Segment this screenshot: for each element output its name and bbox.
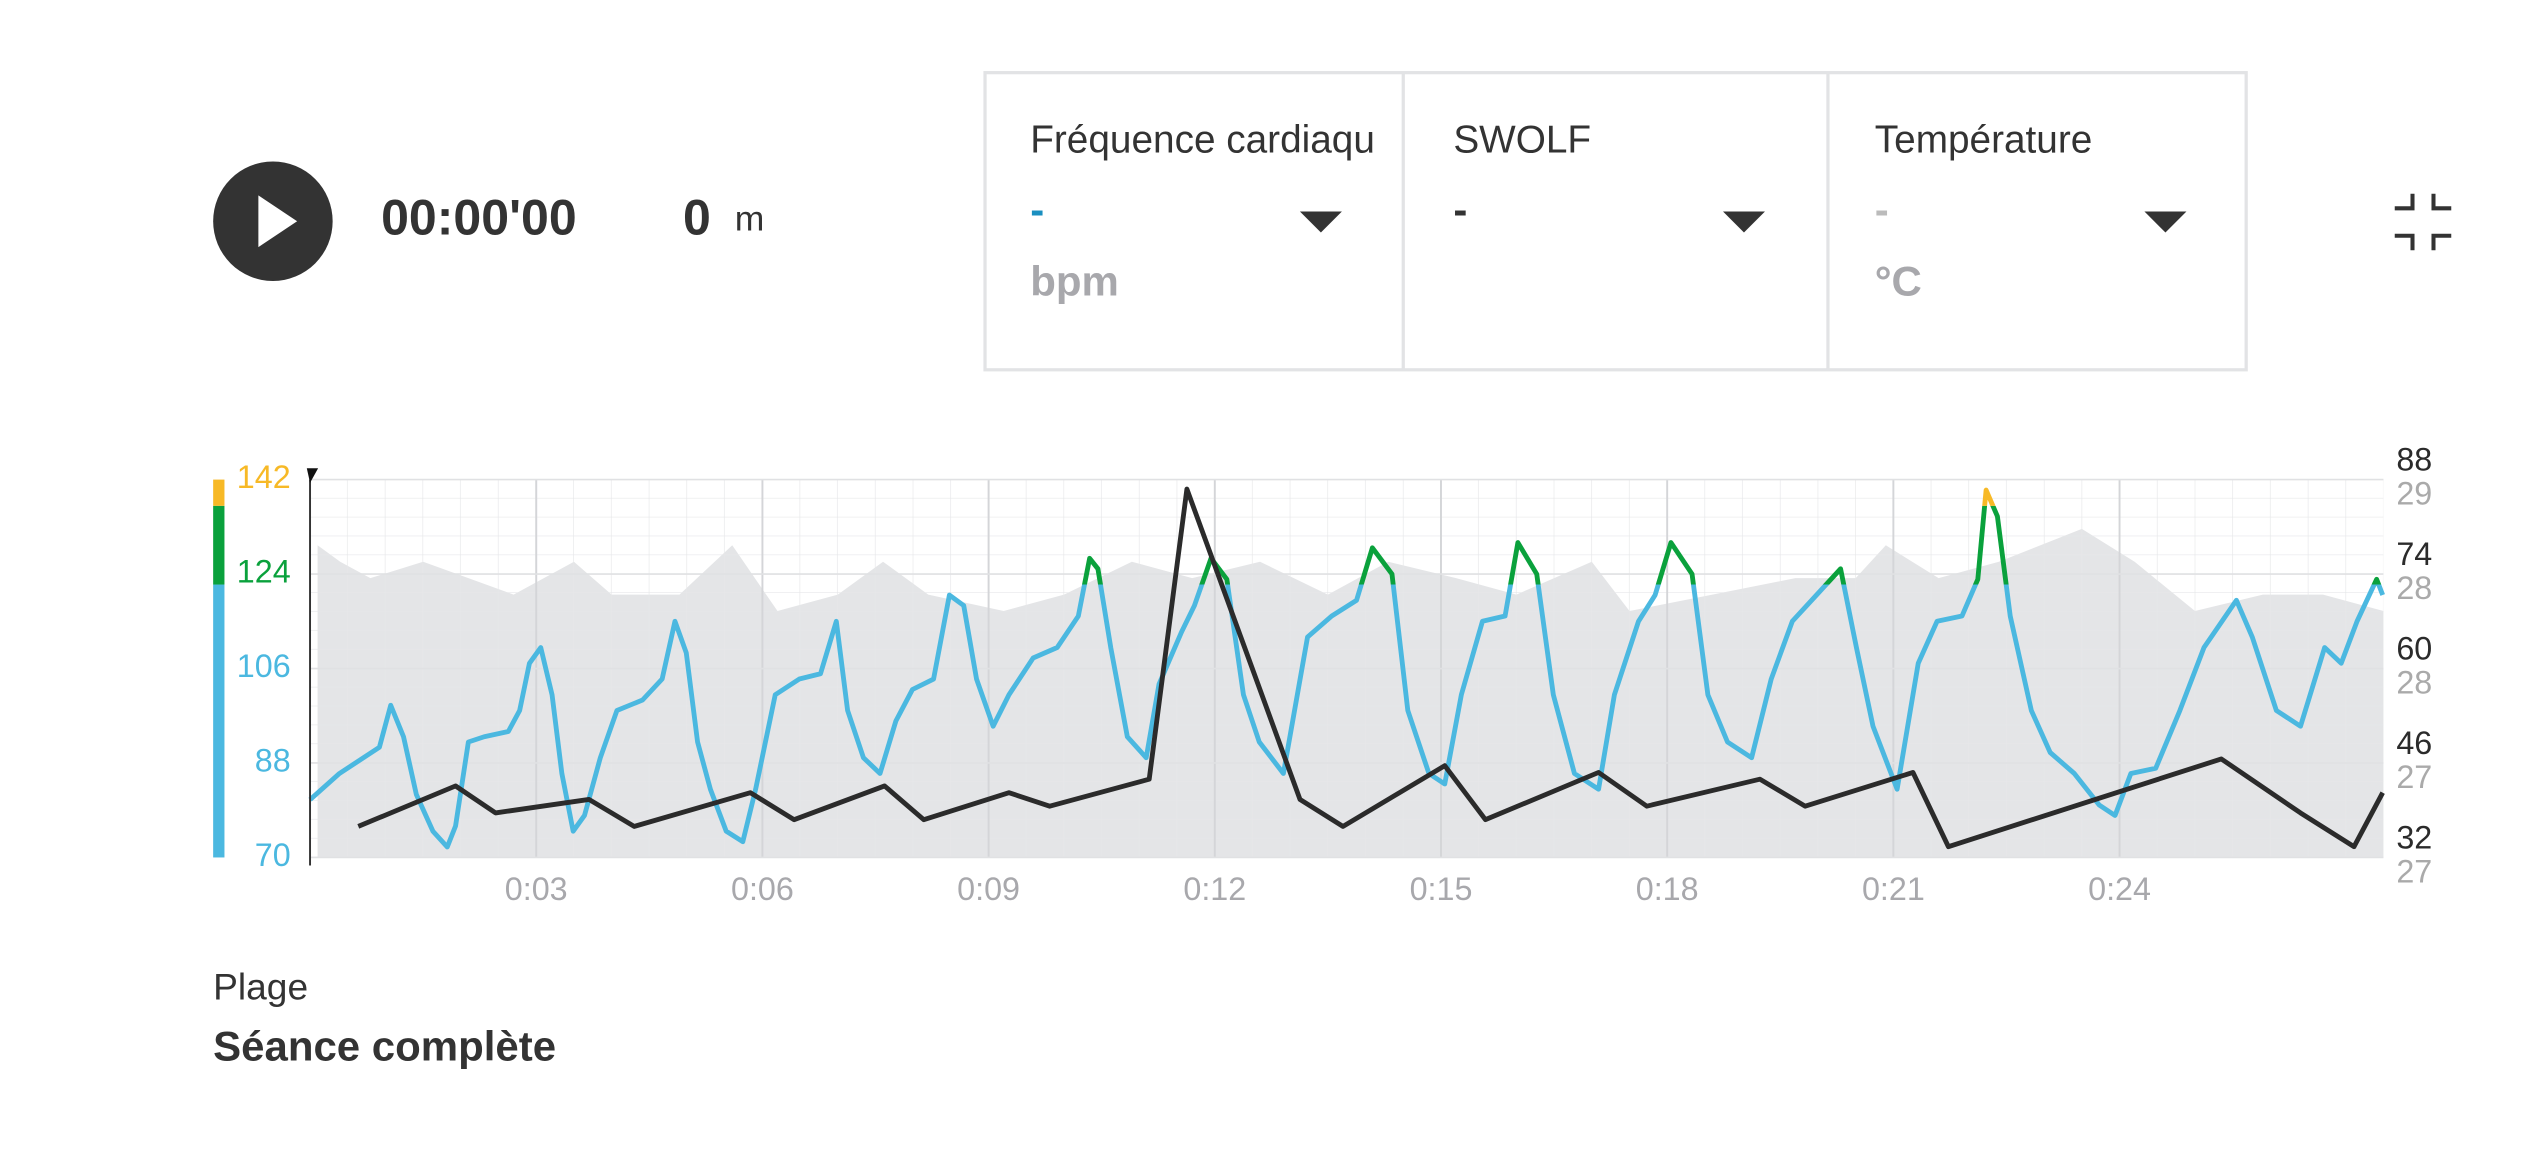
y2-tick-label: 74 xyxy=(2396,536,2432,572)
range-value: Séance complète xyxy=(213,1023,556,1070)
x-tick-label: 0:09 xyxy=(957,871,1020,907)
metric-label: Fréquence cardiaqu xyxy=(1030,118,1375,161)
exit-fullscreen-icon[interactable] xyxy=(2394,193,2452,251)
y2-tick-label: 60 xyxy=(2396,631,2432,667)
metric-unit: bpm xyxy=(1030,257,1119,304)
y-tick-label: 70 xyxy=(255,837,291,873)
distance-unit: m xyxy=(735,199,765,239)
range-label: Plage xyxy=(213,966,308,1008)
heart-rate-line xyxy=(308,584,2385,850)
x-tick-label: 0:15 xyxy=(1410,871,1473,907)
y2-tick-label: 32 xyxy=(2396,819,2432,855)
x-tick-label: 0:03 xyxy=(505,871,568,907)
y-tick-label: 88 xyxy=(255,743,291,779)
zone-bar xyxy=(213,479,225,506)
y3-tick-label: 28 xyxy=(2396,570,2432,606)
metric-label: SWOLF xyxy=(1453,118,1591,161)
metrics-panel xyxy=(983,71,2248,372)
heart-rate-line xyxy=(1082,505,2382,585)
y2-tick-label: 88 xyxy=(2396,442,2432,478)
y-tick-label: 106 xyxy=(237,648,291,684)
icon-path[interactable] xyxy=(2394,193,2452,251)
x-tick-label: 0:18 xyxy=(1636,871,1699,907)
distance: 0 xyxy=(683,189,711,245)
metric-label: Température xyxy=(1875,118,2093,161)
dropdown-arrow[interactable] xyxy=(1722,211,1765,233)
metric-value: - xyxy=(1030,186,1044,233)
x-tick-label: 0:24 xyxy=(2088,871,2151,907)
zone-bar xyxy=(213,584,225,858)
y3-tick-label: 27 xyxy=(2396,759,2432,795)
y2-tick-label: 46 xyxy=(2396,725,2432,761)
dropdown-arrow[interactable] xyxy=(2144,211,2187,233)
swolf-line xyxy=(357,486,2385,850)
x-tick-label: 0:06 xyxy=(731,871,794,907)
y3-tick-label: 29 xyxy=(2396,476,2432,512)
metric-value: - xyxy=(1453,186,1467,233)
play-button[interactable] xyxy=(213,161,333,281)
time: 00:00'00 xyxy=(381,189,577,245)
y3-tick-label: 28 xyxy=(2396,664,2432,700)
dropdown-arrow[interactable] xyxy=(1299,211,1342,233)
y3-tick-label: 27 xyxy=(2396,853,2432,889)
x-tick-label: 0:12 xyxy=(1183,871,1246,907)
x-tick-label: 0:21 xyxy=(1862,871,1925,907)
metric-unit: °C xyxy=(1875,257,1922,304)
cursor-marker xyxy=(306,468,319,483)
metric-value: - xyxy=(1875,186,1889,233)
zone-bar xyxy=(213,505,225,585)
play-icon[interactable] xyxy=(258,195,298,248)
y-tick-label: 142 xyxy=(237,459,291,495)
y-tick-label: 124 xyxy=(237,554,291,590)
